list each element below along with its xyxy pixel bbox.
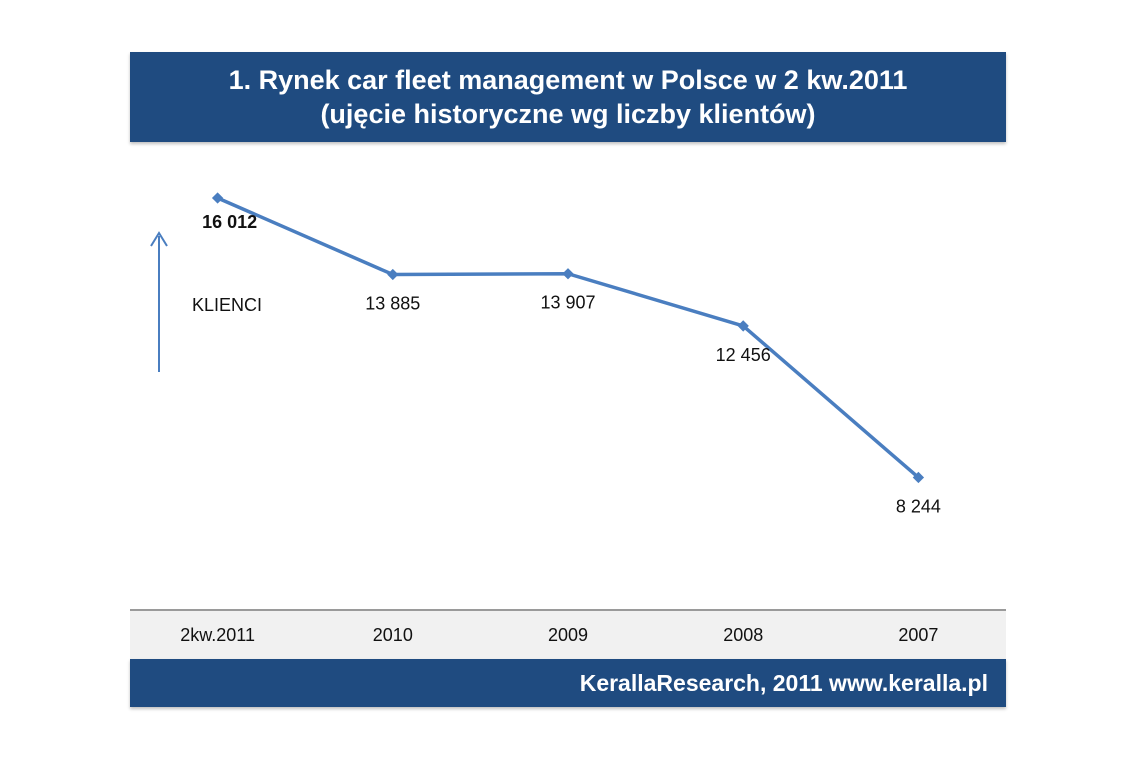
data-label: 8 244	[896, 496, 941, 516]
data-label: 13 885	[365, 294, 420, 314]
category-axis: 2kw.2011 2010 2009 2008 2007	[130, 609, 1006, 659]
data-points	[212, 192, 924, 483]
footer-banner: KerallaResearch, 2011 www.keralla.pl	[130, 659, 1006, 707]
category-tick-label: 2007	[831, 611, 1006, 659]
category-tick-label: 2009	[480, 611, 655, 659]
y-axis-arrow	[151, 233, 167, 372]
data-point	[387, 269, 398, 280]
data-label: 16 012	[202, 212, 257, 232]
data-point	[562, 268, 573, 279]
category-tick-label: 2010	[305, 611, 480, 659]
data-label: 13 907	[540, 293, 595, 313]
line-chart: KLIENCI 16 012 13 885 13 907 12 456 8 244	[0, 0, 1140, 600]
category-tick-label: 2kw.2011	[130, 611, 305, 659]
category-tick-label: 2008	[656, 611, 831, 659]
data-labels: 16 012 13 885 13 907 12 456 8 244	[202, 212, 941, 516]
series-line	[218, 198, 919, 477]
y-axis-label: KLIENCI	[192, 295, 262, 315]
footer-source: KerallaResearch, 2011 www.keralla.pl	[580, 659, 988, 707]
data-label: 12 456	[716, 345, 771, 365]
data-point	[212, 192, 223, 203]
